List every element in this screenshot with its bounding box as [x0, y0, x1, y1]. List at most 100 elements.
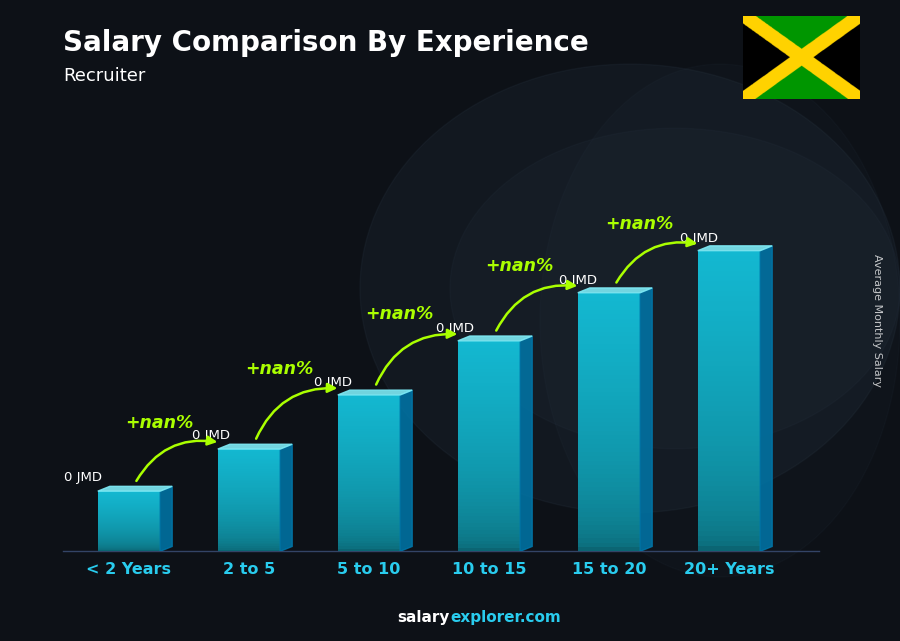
Bar	[338, 468, 400, 470]
Bar	[458, 492, 520, 495]
Bar	[458, 390, 520, 394]
Bar	[338, 439, 400, 442]
Bar	[98, 495, 160, 496]
Bar	[98, 497, 160, 498]
Bar	[578, 327, 640, 331]
Text: 0 JMD: 0 JMD	[65, 471, 103, 484]
Bar	[98, 546, 160, 547]
Bar	[98, 528, 160, 529]
Bar	[338, 434, 400, 437]
Bar	[338, 405, 400, 408]
Bar	[338, 512, 400, 515]
Bar	[578, 426, 640, 431]
Bar	[218, 456, 280, 458]
Bar	[98, 543, 160, 544]
Bar	[698, 396, 760, 401]
Bar	[338, 431, 400, 434]
Bar	[578, 366, 640, 370]
Polygon shape	[400, 390, 412, 551]
Bar	[338, 488, 400, 492]
Bar	[698, 296, 760, 301]
Bar	[458, 401, 520, 404]
Bar	[338, 421, 400, 424]
Bar	[218, 483, 280, 485]
Ellipse shape	[450, 128, 900, 449]
Bar	[218, 469, 280, 471]
Bar	[218, 505, 280, 507]
Bar	[698, 251, 760, 256]
Bar	[578, 448, 640, 452]
Bar	[98, 513, 160, 514]
Text: 0 JMD: 0 JMD	[192, 429, 230, 442]
Bar	[98, 508, 160, 509]
Bar	[698, 431, 760, 436]
Bar	[338, 502, 400, 504]
Bar	[698, 265, 760, 271]
Bar	[218, 504, 280, 505]
Bar	[578, 452, 640, 456]
Bar	[698, 391, 760, 396]
Bar	[98, 504, 160, 505]
Text: 0 JMD: 0 JMD	[436, 322, 474, 335]
Bar	[338, 494, 400, 497]
Bar	[698, 281, 760, 286]
Bar	[98, 520, 160, 521]
Bar	[698, 506, 760, 511]
Bar	[338, 541, 400, 544]
Bar	[578, 439, 640, 444]
Bar	[338, 437, 400, 439]
Bar	[698, 316, 760, 320]
Ellipse shape	[360, 64, 900, 513]
Bar	[338, 525, 400, 528]
Bar	[218, 522, 280, 524]
Bar	[338, 455, 400, 458]
Bar	[458, 411, 520, 415]
Bar	[218, 473, 280, 474]
Polygon shape	[218, 444, 292, 449]
Bar	[338, 478, 400, 481]
Bar	[218, 464, 280, 466]
Bar	[698, 526, 760, 531]
Bar	[458, 344, 520, 348]
Bar	[98, 526, 160, 527]
Bar	[458, 449, 520, 453]
Bar	[458, 429, 520, 432]
Bar	[458, 460, 520, 463]
Bar	[338, 429, 400, 431]
Bar	[98, 500, 160, 501]
Bar	[338, 442, 400, 444]
Bar	[338, 453, 400, 455]
Bar	[98, 511, 160, 512]
Bar	[338, 470, 400, 473]
Bar	[338, 546, 400, 549]
Bar	[338, 504, 400, 507]
Bar	[338, 538, 400, 541]
Bar	[98, 505, 160, 506]
Text: Salary Comparison By Experience: Salary Comparison By Experience	[63, 29, 589, 57]
Bar	[98, 535, 160, 537]
Bar	[98, 548, 160, 549]
Bar	[98, 509, 160, 510]
Bar	[218, 500, 280, 502]
Bar	[698, 371, 760, 376]
Bar	[338, 458, 400, 460]
Bar	[218, 451, 280, 453]
Bar	[578, 461, 640, 465]
Bar	[698, 336, 760, 341]
Bar	[218, 459, 280, 461]
Bar	[578, 340, 640, 344]
Bar	[698, 446, 760, 451]
Polygon shape	[280, 444, 292, 551]
Bar	[218, 494, 280, 495]
Bar	[338, 444, 400, 447]
Bar	[458, 442, 520, 446]
Bar	[98, 545, 160, 546]
Bar	[698, 471, 760, 476]
Bar	[338, 517, 400, 520]
Bar	[458, 470, 520, 474]
Bar	[218, 468, 280, 469]
Bar	[458, 513, 520, 516]
Bar	[98, 540, 160, 541]
Bar	[338, 536, 400, 538]
Bar	[458, 355, 520, 358]
